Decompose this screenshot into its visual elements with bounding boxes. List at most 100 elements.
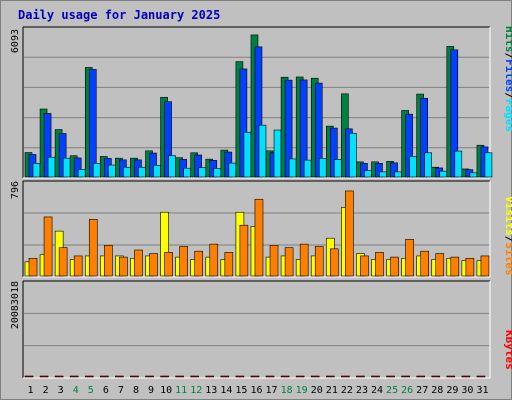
x-tick-label-day-9: 9	[148, 385, 154, 396]
bar-pages-day-19	[303, 159, 312, 178]
bar-sites-day-17	[269, 244, 279, 277]
bar-kbytes-day-7	[115, 375, 124, 378]
bar-sites-day-28	[435, 253, 445, 277]
bar-sites-day-31	[480, 255, 490, 277]
bar-kbytes-day-27	[416, 375, 425, 378]
x-tick-label-day-17: 17	[266, 385, 278, 396]
bar-kbytes-day-23	[356, 375, 365, 378]
bar-sites-day-20	[314, 246, 324, 277]
chart-title: Daily usage for January 2025	[18, 8, 221, 22]
panel-right-label: Visits/Sites	[503, 196, 512, 276]
bar-kbytes-day-10	[160, 375, 169, 378]
x-tick-label-day-19: 19	[296, 385, 308, 396]
bar-files-day-29	[450, 49, 459, 178]
bar-files-day-5	[88, 69, 97, 178]
bar-pages-day-26	[409, 156, 417, 178]
bar-pages-day-5	[92, 163, 101, 178]
bar-sites-day-24	[375, 252, 384, 277]
bar-sites-day-29	[450, 256, 460, 277]
x-tick-label-day-28: 28	[431, 385, 443, 396]
bar-kbytes-day-11	[175, 375, 184, 378]
bar-files-day-3	[58, 133, 67, 178]
bar-sites-day-14	[224, 252, 234, 277]
bar-pages-day-4	[77, 169, 86, 178]
bar-sites-day-7	[119, 256, 128, 277]
bar-sites-day-19	[299, 243, 309, 277]
x-tick-label-day-7: 7	[118, 385, 124, 396]
bar-files-day-23	[360, 163, 368, 178]
x-tick-label-day-16: 16	[250, 385, 262, 396]
x-tick-label-day-8: 8	[133, 385, 139, 396]
right-label-part: KBytes	[503, 330, 512, 370]
x-tick-label-day-15: 15	[235, 385, 247, 396]
bar-pages-day-31	[484, 152, 493, 178]
x-tick-label-day-12: 12	[190, 385, 202, 396]
bar-pages-day-12	[198, 167, 207, 178]
bar-sites-day-16	[254, 198, 264, 277]
x-tick-label-day-27: 27	[416, 385, 428, 396]
bar-sites-day-10	[164, 252, 173, 277]
bar-kbytes-day-16	[250, 375, 260, 378]
bar-pages-day-10	[168, 155, 176, 178]
bar-sites-day-21	[329, 248, 339, 277]
bar-pages-day-3	[62, 157, 71, 178]
bar-sites-day-8	[134, 249, 143, 277]
bar-sites-day-26	[405, 239, 414, 277]
x-tick-label-day-22: 22	[341, 385, 353, 396]
bar-pages-day-21	[333, 159, 342, 178]
bar-pages-day-20	[318, 158, 327, 178]
bar-kbytes-day-3	[54, 375, 64, 378]
bar-pages-day-14	[228, 162, 237, 178]
bar-pages-day-27	[424, 152, 432, 178]
bar-sites-day-18	[284, 247, 294, 277]
x-tick-label-day-10: 10	[160, 385, 172, 396]
bar-files-day-20	[314, 82, 323, 178]
bar-kbytes-day-14	[220, 375, 230, 378]
bar-kbytes-day-26	[401, 375, 410, 378]
right-label-part: /	[503, 92, 512, 99]
bar-sites-day-2	[43, 216, 53, 277]
bar-kbytes-day-9	[145, 375, 154, 378]
x-tick-label-day-5: 5	[88, 385, 94, 396]
right-label-part: Hits	[503, 26, 512, 53]
x-tick-label-day-29: 29	[446, 385, 458, 396]
right-label-part: Sites	[503, 242, 512, 275]
x-tick-label-day-30: 30	[461, 385, 473, 396]
bar-kbytes-day-22	[341, 375, 350, 378]
bar-sites-day-1	[28, 257, 38, 277]
bar-kbytes-day-31	[476, 375, 486, 378]
bar-sites-day-9	[149, 253, 158, 277]
bar-sites-day-3	[58, 247, 68, 277]
panel-right-label: KBytes	[503, 330, 512, 370]
panel-max-label: 20083018	[10, 281, 21, 329]
bar-kbytes-day-21	[325, 375, 335, 378]
x-tick-label-day-20: 20	[311, 385, 323, 396]
bar-files-day-24	[375, 163, 383, 178]
x-tick-label-day-21: 21	[326, 385, 338, 396]
right-label-part: Files	[503, 59, 512, 92]
x-tick-label-day-11: 11	[175, 385, 187, 396]
x-tick-label-day-2: 2	[43, 385, 49, 396]
right-label-part: /	[503, 236, 512, 243]
bar-pages-day-29	[454, 150, 463, 178]
bar-kbytes-day-20	[310, 375, 320, 378]
x-tick-label-day-4: 4	[73, 385, 79, 396]
bar-files-day-4	[73, 157, 82, 178]
right-label-part: Visits	[503, 196, 512, 236]
panel-max-label: 6093	[10, 29, 21, 53]
bar-files-day-27	[420, 97, 428, 178]
bar-sites-day-27	[420, 250, 429, 277]
bar-files-day-10	[164, 101, 172, 178]
x-tick-label-day-3: 3	[58, 385, 64, 396]
bar-kbytes-day-17	[265, 375, 275, 378]
bar-files-day-15	[239, 68, 248, 178]
bar-kbytes-day-30	[461, 375, 471, 378]
bar-sites-day-4	[73, 255, 83, 277]
bar-sites-day-22	[345, 190, 354, 277]
x-tick-label-day-14: 14	[220, 385, 232, 396]
bar-kbytes-day-5	[84, 375, 94, 378]
bar-pages-day-18	[288, 158, 297, 178]
bar-pages-day-2	[47, 156, 56, 178]
bar-files-day-12	[194, 154, 203, 178]
bar-kbytes-day-15	[235, 375, 245, 378]
